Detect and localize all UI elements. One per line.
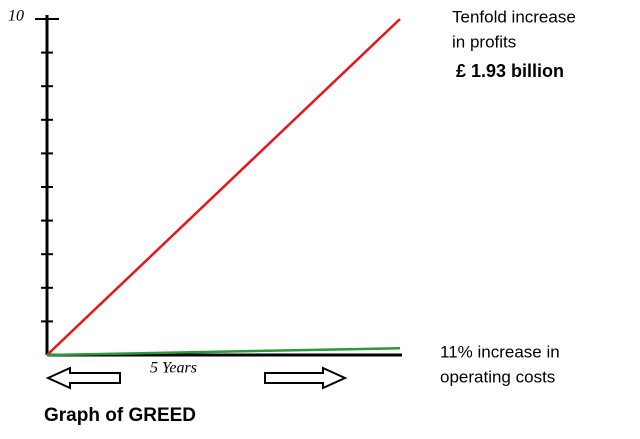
annotation: £ 1.93 billion — [456, 61, 564, 81]
annotation: operating costs — [440, 367, 555, 386]
annotation: in profits — [452, 32, 516, 51]
y-tick-label: 10 — [8, 8, 24, 25]
right-arrow — [264, 366, 348, 390]
left-arrow — [45, 366, 121, 390]
line — [46, 18, 401, 356]
chart-title: Graph of GREED — [44, 405, 196, 426]
annotation: Tenfold increase — [452, 7, 576, 26]
annotation: 11% increase in — [440, 342, 560, 361]
x-axis-label: 5 Years — [150, 360, 197, 377]
line — [46, 347, 401, 357]
